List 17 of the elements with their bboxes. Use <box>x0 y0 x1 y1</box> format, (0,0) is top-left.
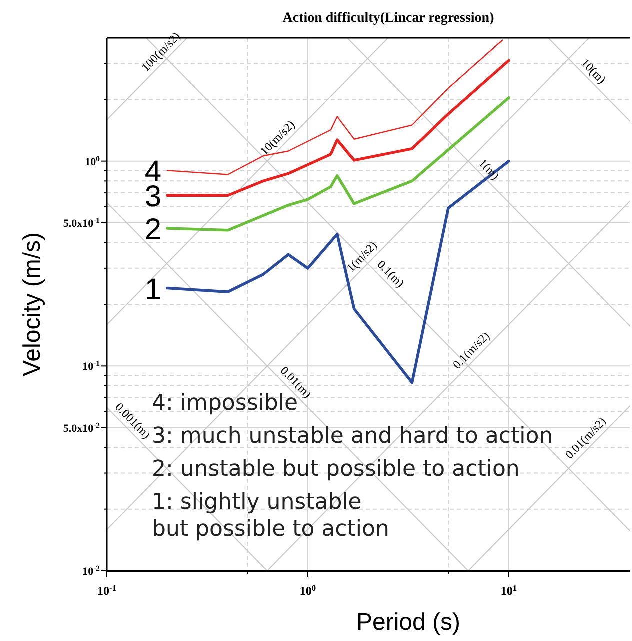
chart-title: Action difficulty(Lincar regression) <box>282 11 495 26</box>
series-label: 2 <box>144 213 162 246</box>
x-tick-label: 10$^{1}$ <box>500 584 518 598</box>
y-tick-label: 10$^{-2}$ <box>82 564 100 578</box>
x-axis-title: Period (s) <box>356 609 461 636</box>
x-tick-label: 10$^{0}$ <box>300 584 316 598</box>
y-tick-label: 5.0x10$^{-1}$ <box>63 215 100 230</box>
y-axis-title: Velocity (m/s) <box>19 232 46 377</box>
series-label: 1 <box>144 273 162 306</box>
y-tick-label: 10$^{-1}$ <box>82 358 100 374</box>
annotation: 1: slightly unstable but possible to action <box>152 490 390 542</box>
x-tick-label: 10$^{-1}$ <box>98 584 116 598</box>
y-tick-label: 10$^{0}$ <box>85 154 100 168</box>
annotation: 2: unstable but possible to action <box>152 457 520 482</box>
annotation: 1(m) <box>476 156 502 183</box>
annotation: 3: much unstable and hard to action <box>152 424 554 449</box>
y-tick-label: 5.0x10$^{-2}$ <box>63 420 100 435</box>
